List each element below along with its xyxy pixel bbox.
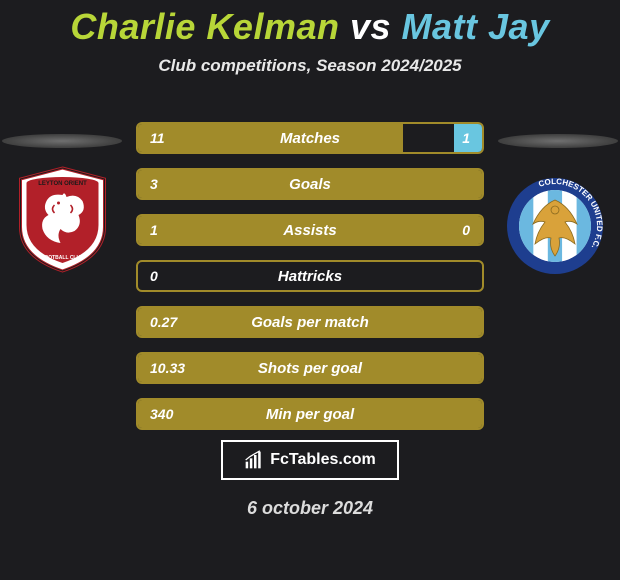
team1-crest: LEYTON ORIENT FOOTBALL CLUB <box>10 165 115 275</box>
stat-row: 10.33Shots per goal <box>136 352 484 384</box>
stat-row: 0.27Goals per match <box>136 306 484 338</box>
stats-panel: 11Matches13Goals1Assists00Hattricks0.27G… <box>136 122 484 430</box>
stat-right-value: 0 <box>462 222 470 238</box>
player1-platform <box>2 134 122 148</box>
page-title: Charlie Kelman vs Matt Jay <box>0 0 620 48</box>
stat-row: 11Matches1 <box>136 122 484 154</box>
stat-label: Shots per goal <box>138 360 482 377</box>
player2-name: Matt Jay <box>402 6 550 47</box>
stat-label: Matches <box>138 130 482 147</box>
stat-label: Min per goal <box>138 406 482 423</box>
stat-row: 0Hattricks <box>136 260 484 292</box>
stat-row: 340Min per goal <box>136 398 484 430</box>
subtitle: Club competitions, Season 2024/2025 <box>0 56 620 76</box>
team2-crest: COLCHESTER UNITED F.C. <box>505 176 610 286</box>
stat-row: 1Assists0 <box>136 214 484 246</box>
stat-label: Hattricks <box>138 268 482 285</box>
player1-name: Charlie Kelman <box>70 6 339 47</box>
chart-icon <box>244 450 264 470</box>
brand-logo: FcTables.com <box>221 440 399 480</box>
stat-row: 3Goals <box>136 168 484 200</box>
player2-platform <box>498 134 618 148</box>
svg-text:FOOTBALL CLUB: FOOTBALL CLUB <box>41 255 84 261</box>
stat-label: Goals <box>138 176 482 193</box>
stat-label: Goals per match <box>138 314 482 331</box>
footer-date: 6 october 2024 <box>0 498 620 519</box>
svg-text:LEYTON ORIENT: LEYTON ORIENT <box>38 181 87 187</box>
brand-text: FcTables.com <box>270 451 376 469</box>
stat-right-value: 1 <box>462 130 470 146</box>
vs-text: vs <box>350 6 391 47</box>
stat-label: Assists <box>138 222 482 239</box>
